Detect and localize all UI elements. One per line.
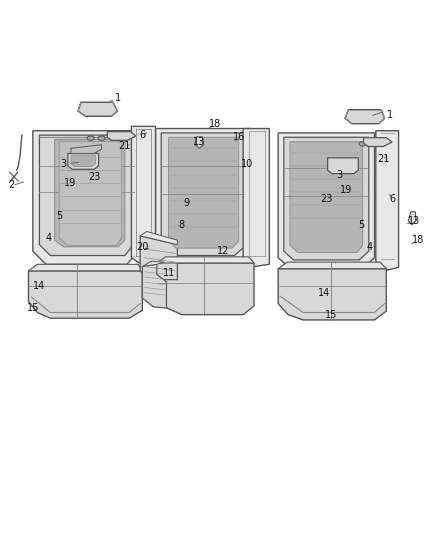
Polygon shape <box>142 261 164 266</box>
Polygon shape <box>78 102 117 116</box>
Text: 1: 1 <box>387 110 393 120</box>
Polygon shape <box>155 128 250 263</box>
Polygon shape <box>161 133 244 255</box>
Polygon shape <box>278 269 386 320</box>
Text: 2: 2 <box>8 181 14 190</box>
Text: 14: 14 <box>318 288 330 298</box>
Polygon shape <box>376 131 399 270</box>
Text: 5: 5 <box>358 220 364 230</box>
Text: 14: 14 <box>33 281 46 291</box>
Text: 21: 21 <box>377 154 389 164</box>
Text: 4: 4 <box>45 233 51 243</box>
Text: 23: 23 <box>88 172 100 182</box>
Polygon shape <box>39 135 134 255</box>
Polygon shape <box>71 145 102 154</box>
Text: 13: 13 <box>193 136 205 147</box>
Polygon shape <box>140 236 177 280</box>
Text: 16: 16 <box>233 132 245 142</box>
Polygon shape <box>59 142 122 246</box>
Text: 19: 19 <box>64 178 76 188</box>
Polygon shape <box>107 132 136 140</box>
Polygon shape <box>328 158 358 174</box>
Text: 3: 3 <box>336 169 343 180</box>
Polygon shape <box>28 271 142 318</box>
Text: 3: 3 <box>60 159 67 168</box>
Polygon shape <box>55 140 125 247</box>
Polygon shape <box>345 110 385 124</box>
Text: 5: 5 <box>56 211 62 221</box>
Polygon shape <box>278 262 386 269</box>
Text: 12: 12 <box>217 246 230 256</box>
Text: 23: 23 <box>320 193 332 204</box>
Text: 8: 8 <box>179 220 185 230</box>
Polygon shape <box>142 264 166 308</box>
Polygon shape <box>68 154 99 169</box>
Polygon shape <box>278 133 374 268</box>
Ellipse shape <box>359 142 366 146</box>
Text: 13: 13 <box>408 215 420 225</box>
Polygon shape <box>157 257 254 263</box>
Polygon shape <box>131 126 155 266</box>
Polygon shape <box>195 137 204 148</box>
Text: 10: 10 <box>241 159 254 168</box>
Polygon shape <box>71 155 95 167</box>
Polygon shape <box>284 138 369 260</box>
Text: 6: 6 <box>139 130 145 140</box>
Ellipse shape <box>368 142 375 146</box>
Text: 4: 4 <box>367 242 373 252</box>
Polygon shape <box>33 131 138 264</box>
Polygon shape <box>408 212 416 225</box>
Ellipse shape <box>87 136 94 140</box>
Ellipse shape <box>98 136 105 140</box>
Polygon shape <box>243 128 269 266</box>
Text: 1: 1 <box>115 93 121 103</box>
Text: 21: 21 <box>119 141 131 151</box>
Text: 20: 20 <box>136 242 148 252</box>
Text: 6: 6 <box>389 193 395 204</box>
Text: 15: 15 <box>325 310 337 320</box>
Polygon shape <box>290 142 363 253</box>
Polygon shape <box>157 263 254 314</box>
Text: 19: 19 <box>340 185 352 195</box>
Text: 18: 18 <box>412 235 424 245</box>
Text: 18: 18 <box>208 119 221 129</box>
Polygon shape <box>169 138 239 248</box>
Polygon shape <box>140 231 177 245</box>
Polygon shape <box>28 264 142 271</box>
Text: 11: 11 <box>162 268 175 278</box>
Text: 9: 9 <box>183 198 189 208</box>
Text: 15: 15 <box>27 303 39 313</box>
Polygon shape <box>364 138 392 147</box>
